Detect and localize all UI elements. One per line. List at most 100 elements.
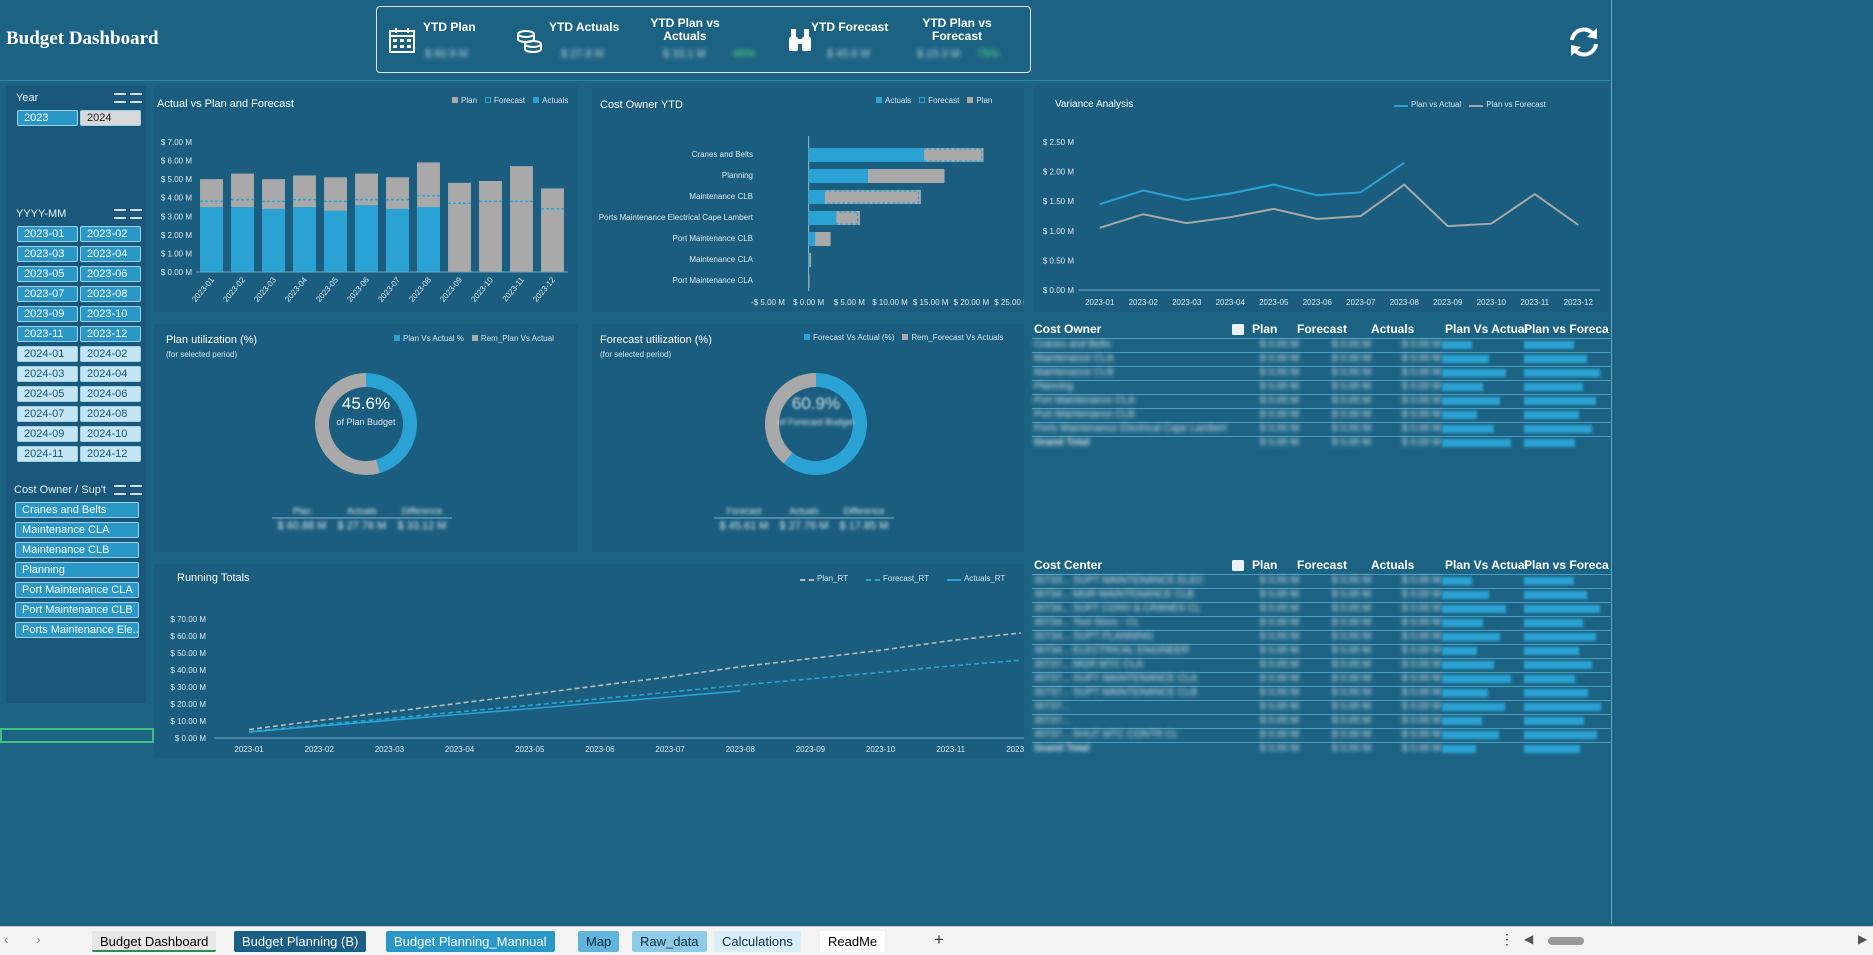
x-tick-label: 2023-03 <box>252 275 278 304</box>
month-slicer-item[interactable]: 2023-05 <box>17 266 78 282</box>
table-row[interactable]: 30737... SUPT MAINTENANCE CLA $ 0.00 M $ 0… <box>1032 672 1612 684</box>
sheet-tab[interactable]: Raw_data <box>632 931 707 952</box>
plan-bar <box>448 182 471 272</box>
selected-cell[interactable] <box>0 728 154 743</box>
month-slicer-item[interactable]: 2023-12 <box>80 326 141 342</box>
month-slicer-item[interactable]: 2024-06 <box>80 386 141 402</box>
month-slicer-item[interactable]: 2024-02 <box>80 346 141 362</box>
more-options-icon[interactable]: ⋮ <box>1500 931 1514 947</box>
owner-slicer-item[interactable]: Planning <box>15 562 139 578</box>
table-row[interactable]: 30737... SUPT MAINTENANCE CLB $ 0.00 M $ 0… <box>1032 686 1612 698</box>
table-row[interactable]: 30737... $ 0.00 M $ 0.00 M $ 0.00 M <box>1032 714 1612 726</box>
year-slicer-header: Year <box>16 90 142 106</box>
actual-vs-plan-chart: Actual vs Plan and Forecast Plan Forecas… <box>154 86 578 312</box>
owner-slicer-item[interactable]: Port Maintenance CLB <box>15 602 139 618</box>
month-slicer-item[interactable]: 2023-08 <box>80 286 141 302</box>
month-slicer-item[interactable]: 2024-12 <box>80 446 141 462</box>
month-slicer-item[interactable]: 2024-09 <box>17 426 78 442</box>
horizontal-scrollbar-thumb[interactable] <box>1548 937 1584 945</box>
month-slicer-item[interactable]: 2024-04 <box>80 366 141 382</box>
y-tick-label: $ 10.00 M <box>170 717 206 726</box>
month-slicer-item[interactable]: 2023-11 <box>17 326 78 342</box>
year-slicer-item[interactable]: 2023 <box>17 110 78 126</box>
owner-slicer-item[interactable]: Maintenance CLA <box>15 522 139 538</box>
table-row[interactable]: Planning $ 0.00 M $ 0.00 M $ 0.00 M <box>1032 380 1612 392</box>
value-cell: $ 0.00 M <box>1260 617 1299 628</box>
databar <box>1442 633 1500 641</box>
sheet-tab[interactable]: Budget Planning (B) <box>234 931 367 952</box>
y-tick-label: $ 30.00 M <box>170 683 206 692</box>
clear-filter-icon[interactable] <box>130 209 142 219</box>
table-row[interactable]: Port Maintenance CLA $ 0.00 M $ 0.00 M $ 0.… <box>1032 394 1612 406</box>
month-slicer-item[interactable]: 2023-10 <box>80 306 141 322</box>
table-row[interactable]: 30734... ELECTRICAL ENGINEER $ 0.00 M $ 0.… <box>1032 644 1612 656</box>
table-row[interactable]: 30737... $ 0.00 M $ 0.00 M $ 0.00 M <box>1032 700 1612 712</box>
month-slicer-item[interactable]: 2024-05 <box>17 386 78 402</box>
table-row[interactable]: Maintenance CLA $ 0.00 M $ 0.00 M $ 0.00 M <box>1032 352 1612 364</box>
value-cell: $ 0.00 M <box>1332 603 1371 614</box>
clear-filter-icon[interactable] <box>130 485 142 495</box>
y-tick-label: $ 0.00 M <box>175 734 206 743</box>
month-slicer-item[interactable]: 2024-07 <box>17 406 78 422</box>
table-row[interactable]: 30734... MGR MAINTENANCE CLB $ 0.00 M $ 0.… <box>1032 588 1612 600</box>
sheet-tab[interactable]: Budget Planning_Mannual <box>386 931 555 952</box>
value-cell: $ 0.00 M <box>1332 715 1371 726</box>
chart-subtitle: (for selected period) <box>166 350 238 359</box>
y-tick-label: $ 2.00 M <box>1043 168 1074 177</box>
databar <box>1524 397 1596 405</box>
table-row[interactable]: Port Maintenance CLB $ 0.00 M $ 0.00 M $ 0.… <box>1032 408 1612 420</box>
month-slicer-item[interactable]: 2024-03 <box>17 366 78 382</box>
x-tick-label: 2023-12 <box>531 275 557 304</box>
owner-slicer-item[interactable]: Maintenance CLB <box>15 542 139 558</box>
table-row[interactable]: 30733... SUPT MAINTENANCE ELEC $ 0.00 M $ … <box>1032 574 1612 586</box>
month-slicer-item[interactable]: 2023-06 <box>80 266 141 282</box>
table-row[interactable]: 30734... SUPT CONV & CRANES CL $ 0.00 M $ … <box>1032 602 1612 614</box>
table-row[interactable]: Ports Maintenance Electrical Cape Lamber… <box>1032 422 1612 434</box>
sheet-tab[interactable]: Map <box>578 931 620 952</box>
table-row[interactable]: 30734... SUPT PLANNING $ 0.00 M $ 0.00 M $ … <box>1032 630 1612 642</box>
hscroll-right-icon[interactable]: ▶ <box>1858 932 1868 946</box>
month-slicer-item[interactable]: 2024-10 <box>80 426 141 442</box>
month-slicer-item[interactable]: 2023-01 <box>17 226 78 242</box>
month-slicer-item[interactable]: 2024-01 <box>17 346 78 362</box>
kpi-plan-vs-forecast-label: YTD Plan vs Forecast <box>922 16 992 43</box>
filter-dropdown-icon[interactable] <box>1232 324 1244 335</box>
month-slicer-item[interactable]: 2024-08 <box>80 406 141 422</box>
table-row[interactable]: Grand Total $ 0.00 M $ 0.00 M $ 0.00 M <box>1032 742 1612 754</box>
owner-slicer-item[interactable]: Ports Maintenance Ele... <box>15 622 139 638</box>
year-slicer-item[interactable]: 2024 <box>80 110 141 126</box>
month-slicer-item[interactable]: 2023-07 <box>17 286 78 302</box>
owner-slicer-item[interactable]: Port Maintenance CLA <box>15 582 139 598</box>
table-row[interactable]: Cranes and Belts $ 0.00 M $ 0.00 M $ 0.00 M <box>1032 338 1612 350</box>
sheet-tab[interactable]: Budget Dashboard <box>92 931 217 952</box>
chart-legend: Forecast Vs Actual (%) Rem_Forecast Vs A… <box>804 333 1003 342</box>
multi-select-icon[interactable] <box>114 209 126 219</box>
scroll-right-icon[interactable]: › <box>36 931 41 947</box>
month-slicer-item[interactable]: 2023-09 <box>17 306 78 322</box>
refresh-icon[interactable] <box>1566 24 1602 60</box>
multi-select-icon[interactable] <box>114 485 126 495</box>
month-slicer-item[interactable]: 2024-11 <box>17 446 78 462</box>
month-slicer-item[interactable]: 2023-04 <box>80 246 141 262</box>
sheet-tab[interactable]: ReadMe <box>820 931 886 952</box>
donut-center-value: 60.9% <box>791 394 841 413</box>
hscroll-left-icon[interactable]: ◀ <box>1524 932 1534 946</box>
donut-center-value: 45.6% <box>341 394 391 413</box>
owner-slicer-item[interactable]: Cranes and Belts <box>15 502 139 518</box>
add-sheet-button[interactable]: + <box>934 930 944 949</box>
table-row[interactable]: Maintenance CLB $ 0.00 M $ 0.00 M $ 0.00 M <box>1032 366 1612 378</box>
month-slicer-item[interactable]: 2023-02 <box>80 226 141 242</box>
table-row[interactable]: 30737... SHUT MTC CONTR CL $ 0.00 M $ 0.00… <box>1032 728 1612 740</box>
multi-select-icon[interactable] <box>114 93 126 103</box>
clear-filter-icon[interactable] <box>130 93 142 103</box>
table-header: Forecast <box>1297 558 1348 572</box>
chart-title: Variance Analysis <box>1055 99 1134 110</box>
sheet-tab[interactable]: Calculations <box>714 931 801 952</box>
table-row[interactable]: 30737... MGR MTC CLA $ 0.00 M $ 0.00 M $ 0.… <box>1032 658 1612 670</box>
scroll-left-icon[interactable]: ‹ <box>4 931 9 947</box>
table-row[interactable]: Grand Total $ 0.00 M $ 0.00 M $ 0.00 M <box>1032 436 1612 448</box>
y-tick-label: $ 1.00 M <box>161 249 192 258</box>
table-row[interactable]: 30734... Tool Store - CL $ 0.00 M $ 0.00 M… <box>1032 616 1612 628</box>
filter-dropdown-icon[interactable] <box>1232 560 1244 571</box>
month-slicer-item[interactable]: 2023-03 <box>17 246 78 262</box>
